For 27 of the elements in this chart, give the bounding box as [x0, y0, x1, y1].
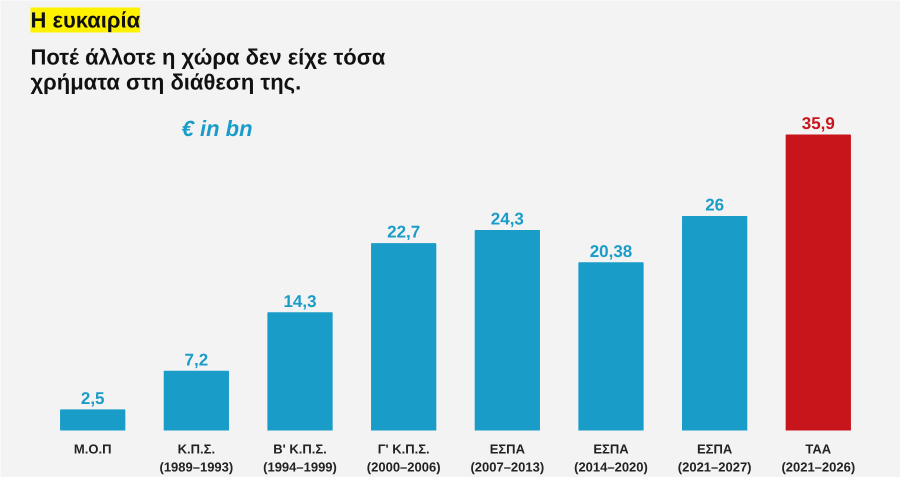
data-label: 20,38	[590, 242, 632, 261]
data-label: 35,9	[802, 114, 835, 134]
data-label: 7,2	[184, 350, 208, 370]
x-tick-label: ΕΣΠΑ (2014–2020)	[574, 442, 648, 474]
y-axis-title: € in bn	[182, 116, 253, 141]
x-tick-label: Μ.Ο.Π	[74, 442, 112, 456]
bar	[474, 230, 540, 430]
bar	[267, 312, 333, 430]
data-label: 22,7	[387, 222, 420, 242]
bar	[60, 409, 126, 430]
bar	[786, 134, 851, 430]
bar	[164, 370, 229, 430]
x-tick-label: ΤΑΑ (2021–2026)	[781, 442, 856, 474]
x-tick-label: Β' Κ.Π.Σ. (1994–1999)	[263, 442, 337, 474]
x-tick-label: Γ' Κ.Π.Σ. (2000–2006)	[366, 442, 441, 474]
bar	[578, 262, 644, 430]
chart-subtitle: Ποτέ άλλοτε η χώρα δεν είχε τόσα χρήματα στη διάθεση της.	[30, 44, 386, 94]
data-label: 14,3	[283, 292, 317, 311]
x-tick-label: ΕΣΠΑ (2007–2013)	[470, 442, 544, 474]
data-label: 2,5	[80, 389, 105, 408]
chart-title: Η ευκαιρία	[30, 8, 141, 32]
data-label: 24,3	[490, 210, 524, 229]
x-tick-label: Κ.Π.Σ. (1989–1993)	[159, 442, 234, 474]
bar	[682, 216, 748, 430]
bar	[371, 243, 436, 430]
x-tick-label: ΕΣΠΑ (2021–2027)	[678, 442, 752, 474]
data-label: 26	[705, 196, 724, 215]
